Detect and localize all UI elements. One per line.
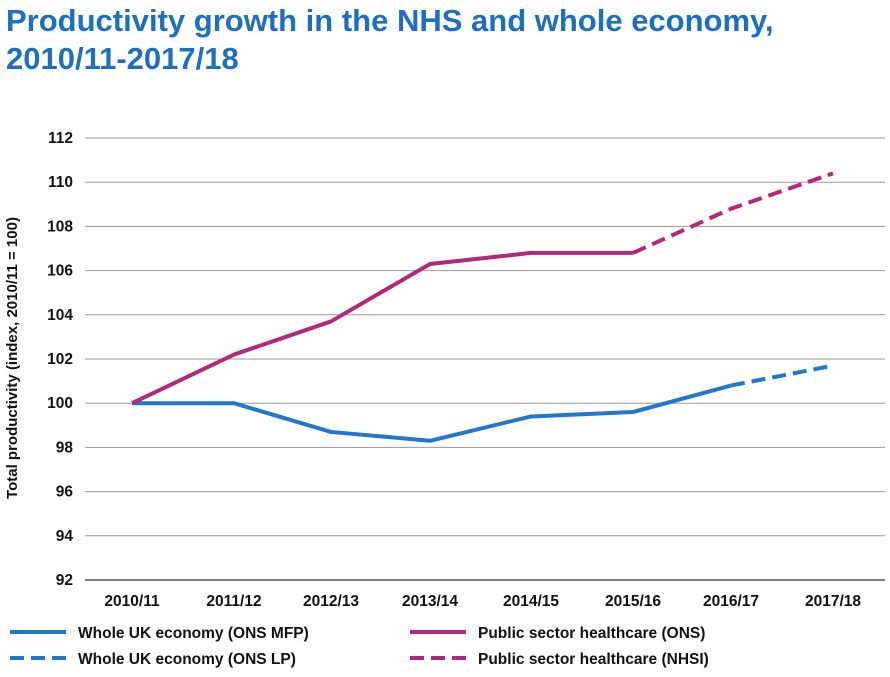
y-tick-label: 104 — [47, 307, 73, 324]
chart-title: Productivity growth in the NHS and whole… — [6, 3, 774, 76]
x-tick-label: 2013/14 — [402, 593, 458, 610]
series-line — [730, 363, 834, 388]
x-tick-label: 2014/15 — [503, 593, 559, 610]
y-axis-title: Total productivity (index, 2010/11 = 100… — [4, 217, 21, 499]
series-line — [132, 383, 732, 443]
legend-label: Public sector healthcare (NHSI) — [478, 651, 709, 668]
legend: Whole UK economy (ONS MFP) Whole UK econo… — [10, 625, 709, 668]
legend-item: Public sector healthcare (ONS) — [410, 625, 705, 642]
y-tick-label: 94 — [56, 528, 74, 545]
x-tick-label: 2016/17 — [703, 593, 759, 610]
y-tick-label: 110 — [48, 174, 73, 191]
y-tick-label: 106 — [47, 263, 73, 280]
y-tick-label: 100 — [47, 395, 73, 412]
y-tick-label: 92 — [56, 572, 73, 589]
legend-item: Whole UK economy (ONS MFP) — [10, 625, 309, 642]
x-tick-label: 2015/16 — [605, 593, 661, 610]
series-line — [632, 171, 834, 255]
legend-label: Public sector healthcare (ONS) — [478, 625, 705, 642]
x-tick-label: 2010/11 — [104, 593, 160, 610]
x-tick-label: 2017/18 — [805, 593, 861, 610]
y-tick-label: 98 — [56, 439, 74, 456]
series-lines — [131, 171, 834, 443]
legend-item: Public sector healthcare (NHSI) — [410, 651, 709, 668]
gridlines — [85, 137, 885, 581]
y-axis-ticks: 92 94 96 98 100 102 104 106 108 110 112 — [47, 130, 73, 589]
y-tick-label: 102 — [47, 351, 73, 368]
x-tick-label: 2012/13 — [303, 593, 359, 610]
y-tick-label: 112 — [48, 130, 73, 147]
series-line — [131, 250, 633, 406]
legend-item: Whole UK economy (ONS LP) — [10, 651, 296, 668]
y-tick-label: 96 — [56, 484, 74, 501]
y-tick-label: 108 — [47, 218, 73, 235]
legend-label: Whole UK economy (ONS LP) — [78, 651, 296, 668]
x-tick-label: 2011/12 — [206, 593, 261, 610]
legend-label: Whole UK economy (ONS MFP) — [78, 625, 309, 642]
x-axis-ticks: 2010/11 2011/12 2012/13 2013/14 2014/15 2015/… — [104, 593, 861, 610]
